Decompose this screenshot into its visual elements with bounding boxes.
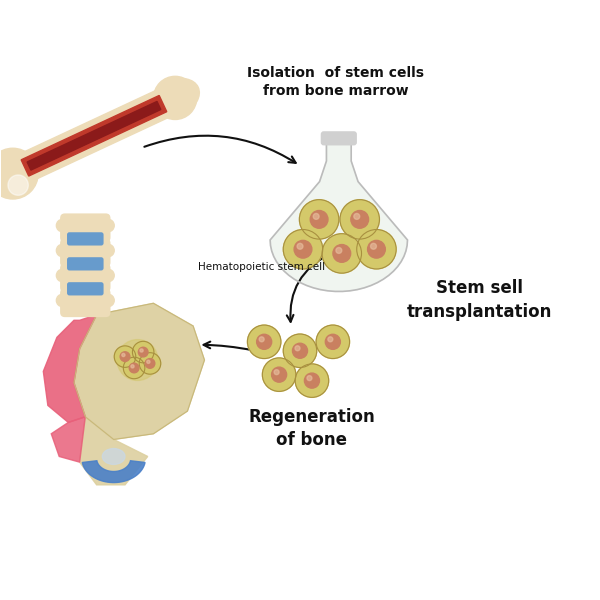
- Circle shape: [56, 269, 69, 282]
- Circle shape: [295, 346, 300, 351]
- Circle shape: [351, 211, 368, 228]
- Circle shape: [297, 244, 303, 249]
- Circle shape: [322, 234, 362, 273]
- Polygon shape: [74, 303, 205, 439]
- FancyBboxPatch shape: [60, 288, 110, 317]
- Circle shape: [124, 357, 145, 379]
- Circle shape: [333, 245, 350, 262]
- Circle shape: [340, 200, 379, 239]
- Circle shape: [274, 370, 279, 374]
- Circle shape: [8, 175, 28, 195]
- Circle shape: [316, 325, 350, 359]
- Circle shape: [294, 241, 312, 258]
- Circle shape: [117, 340, 158, 380]
- Text: Hematopoietic stem cell: Hematopoietic stem cell: [197, 262, 325, 272]
- Circle shape: [145, 359, 155, 368]
- Circle shape: [295, 364, 329, 397]
- FancyBboxPatch shape: [60, 238, 110, 267]
- Polygon shape: [21, 95, 167, 176]
- Circle shape: [56, 294, 69, 307]
- Circle shape: [304, 373, 319, 388]
- Circle shape: [307, 376, 312, 380]
- Circle shape: [133, 341, 154, 363]
- Circle shape: [122, 353, 125, 356]
- FancyBboxPatch shape: [321, 131, 357, 145]
- Text: Isolation  of stem cells
from bone marrow: Isolation of stem cells from bone marrow: [247, 66, 424, 98]
- Circle shape: [114, 346, 136, 367]
- Text: Stem sell
transplantation: Stem sell transplantation: [406, 279, 552, 321]
- Circle shape: [310, 211, 328, 228]
- FancyBboxPatch shape: [67, 232, 104, 245]
- Polygon shape: [270, 140, 407, 292]
- FancyBboxPatch shape: [67, 257, 104, 271]
- Polygon shape: [43, 314, 97, 422]
- FancyBboxPatch shape: [60, 214, 110, 242]
- Circle shape: [139, 347, 148, 357]
- Ellipse shape: [103, 449, 125, 464]
- Circle shape: [102, 220, 114, 232]
- Circle shape: [131, 365, 134, 368]
- Circle shape: [120, 352, 130, 361]
- Ellipse shape: [151, 79, 199, 117]
- FancyBboxPatch shape: [67, 282, 104, 295]
- Circle shape: [0, 148, 38, 199]
- Circle shape: [292, 343, 308, 358]
- Circle shape: [354, 214, 360, 220]
- Polygon shape: [82, 461, 145, 482]
- Circle shape: [102, 269, 114, 282]
- Circle shape: [139, 353, 161, 374]
- Circle shape: [147, 360, 150, 364]
- Circle shape: [357, 230, 396, 269]
- Circle shape: [247, 325, 281, 359]
- Ellipse shape: [0, 152, 40, 196]
- Circle shape: [283, 334, 317, 367]
- Circle shape: [259, 337, 264, 342]
- Circle shape: [336, 248, 342, 253]
- Text: Regeneration
of bone: Regeneration of bone: [248, 407, 376, 449]
- Circle shape: [313, 214, 319, 220]
- Circle shape: [140, 349, 143, 352]
- Polygon shape: [80, 417, 148, 485]
- FancyBboxPatch shape: [60, 263, 110, 292]
- Circle shape: [154, 76, 197, 119]
- Circle shape: [272, 367, 287, 382]
- Circle shape: [283, 230, 323, 269]
- Circle shape: [325, 334, 340, 349]
- Circle shape: [129, 363, 139, 373]
- Circle shape: [368, 241, 385, 258]
- Polygon shape: [7, 85, 181, 187]
- Circle shape: [371, 244, 376, 249]
- Circle shape: [102, 294, 114, 307]
- Circle shape: [56, 244, 69, 257]
- Circle shape: [257, 334, 272, 349]
- Polygon shape: [51, 417, 85, 462]
- Circle shape: [102, 244, 114, 257]
- Polygon shape: [27, 101, 161, 170]
- Circle shape: [56, 220, 69, 232]
- Circle shape: [299, 200, 339, 239]
- Circle shape: [262, 358, 296, 391]
- Circle shape: [328, 337, 333, 342]
